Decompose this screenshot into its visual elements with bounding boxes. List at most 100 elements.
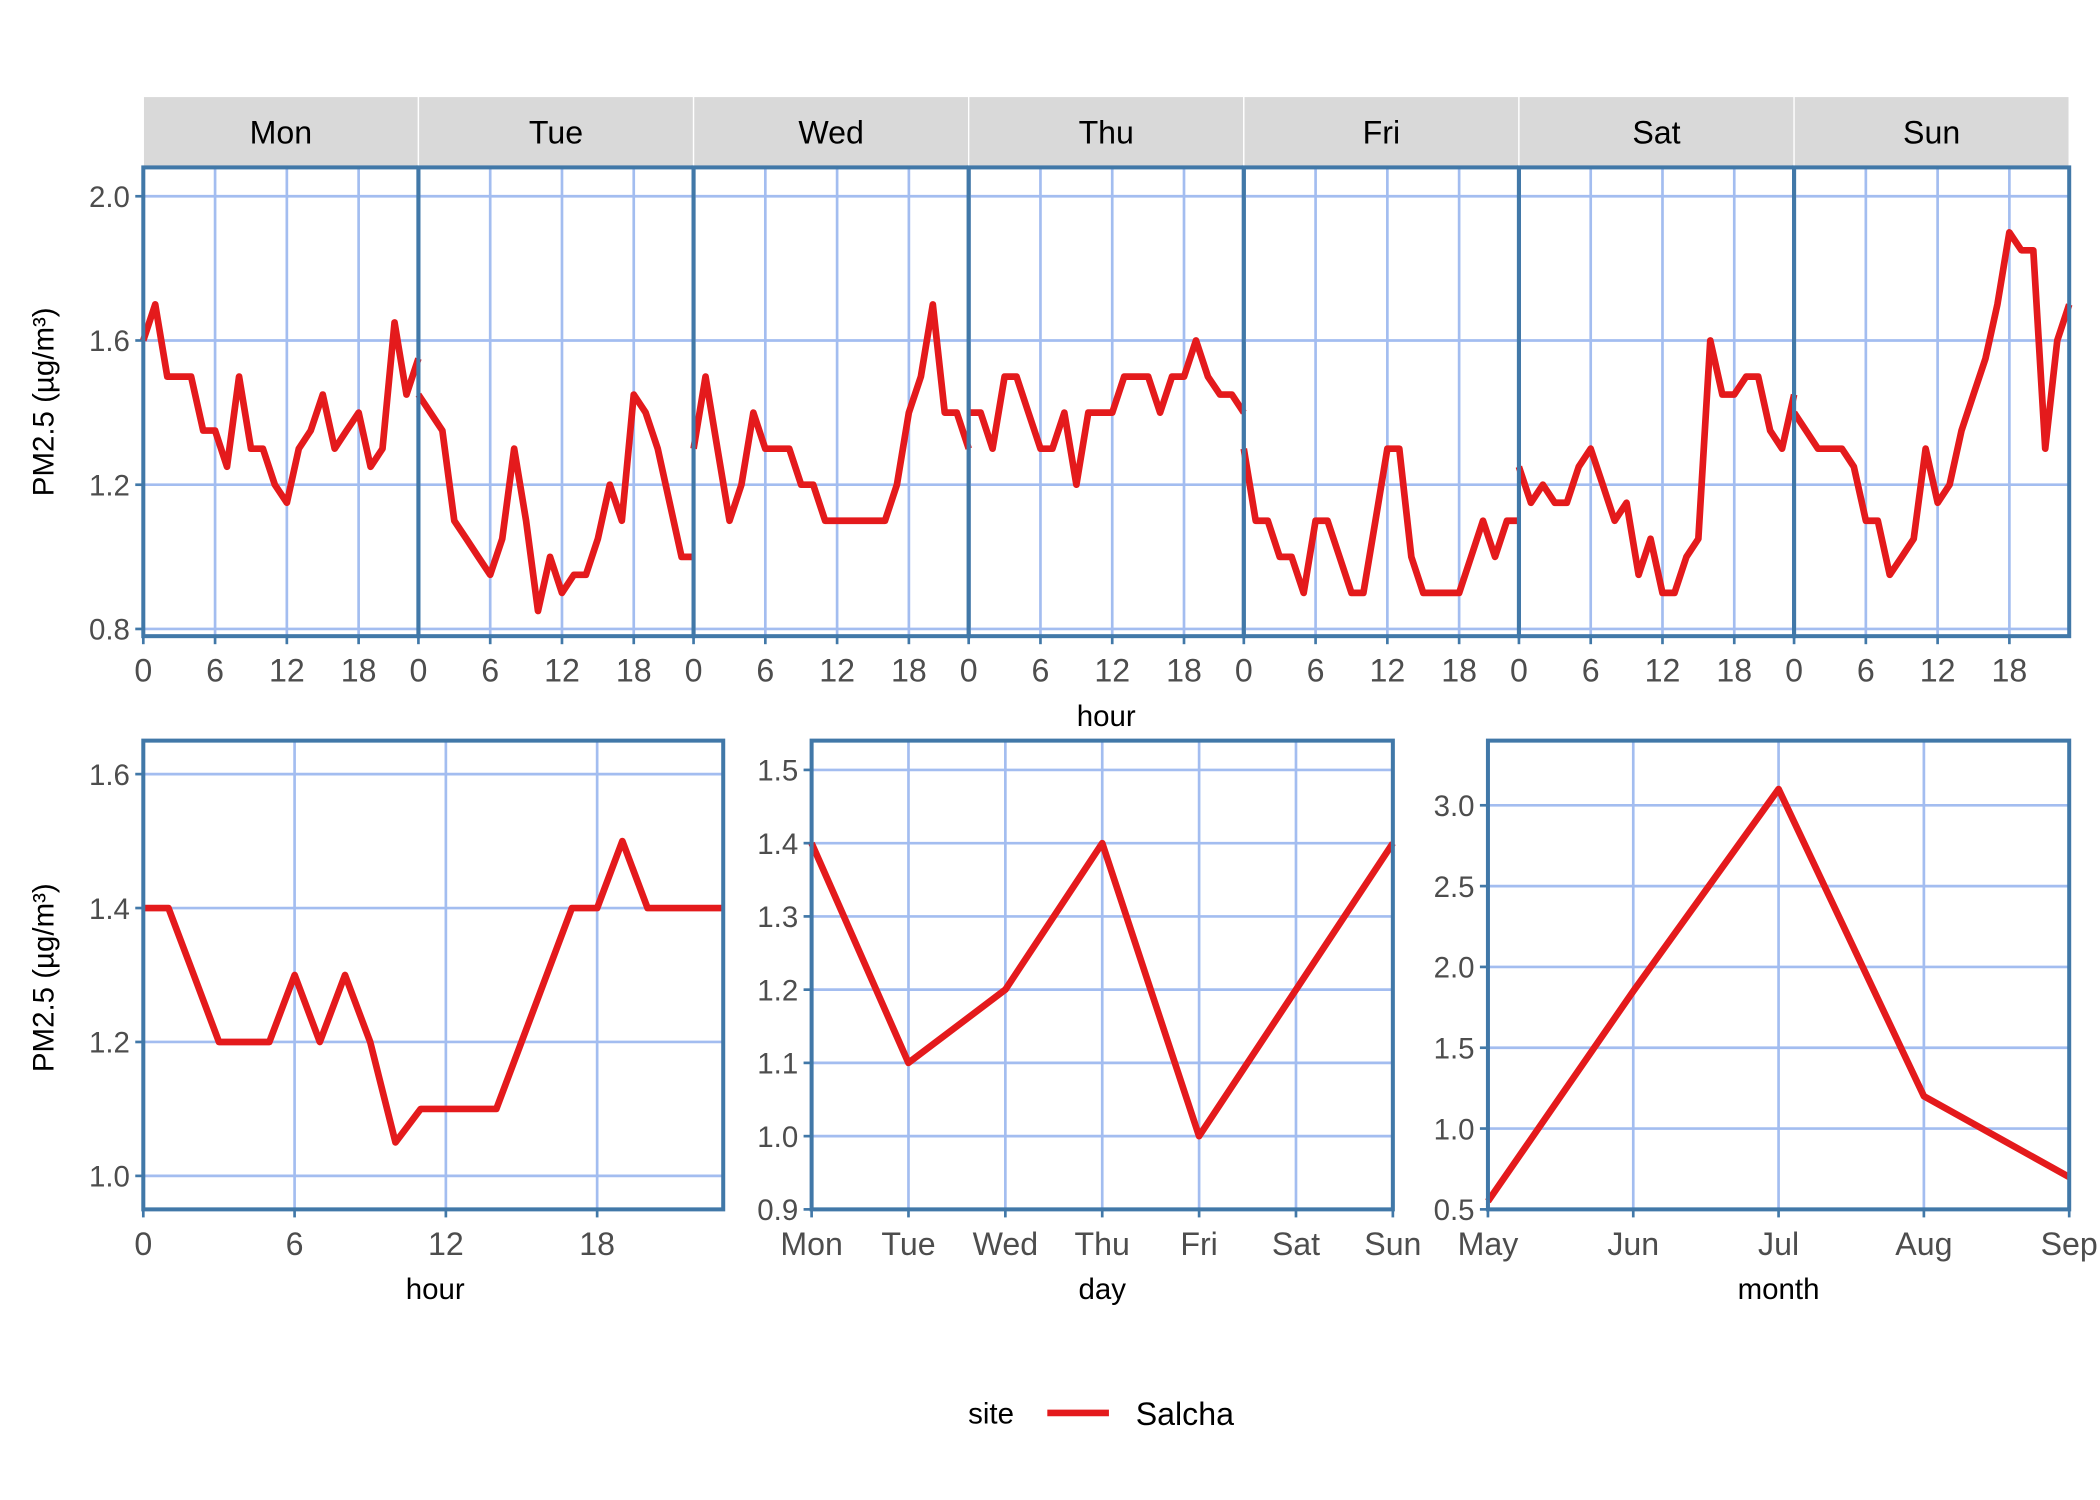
month-panel-x-tick-label: Jun: [1607, 1226, 1659, 1262]
month-panel-x-tick-label: Sep: [2041, 1226, 2098, 1262]
legend-label-salcha: Salcha: [1136, 1396, 1234, 1432]
weekday-tue-x-tick-label: 6: [481, 653, 499, 689]
month-panel-y-tick-label: 2.5: [1434, 871, 1475, 904]
weekday-sat-x-tick-label: 12: [1645, 653, 1681, 689]
weekday-mon-y-tick-label: 0.8: [89, 614, 130, 647]
month-panel-y-tick-label: 0.5: [1434, 1194, 1475, 1227]
weekday-mon-x-tick-label: 18: [341, 653, 377, 689]
weekday-sun-x-tick-label: 6: [1857, 653, 1875, 689]
weekday-thu-panel-border: [966, 165, 1246, 639]
month-panel-x-tick-label: Jul: [1758, 1226, 1799, 1262]
day-panel-x-tick-label: Fri: [1180, 1226, 1217, 1262]
day-panel-series-salcha: [808, 839, 1396, 1140]
day-panel-y-tick-label: 1.1: [757, 1048, 798, 1081]
weekday-wed-x-tick-label: 18: [891, 653, 927, 689]
hour-panel-y-tick-label: 1.6: [89, 759, 130, 792]
weekday-fri-x-tick-label: 12: [1369, 653, 1405, 689]
weekday-tue-x-tick-label: 18: [616, 653, 652, 689]
day-panel-y-tick-label: 0.9: [757, 1194, 798, 1227]
day-panel-y-tick-label: 1.2: [757, 974, 798, 1007]
weekday-fri-x-tick-label: 6: [1307, 653, 1325, 689]
weekday-sun-series-salcha: [1791, 229, 2073, 579]
weekday-tue-series-salcha: [415, 391, 694, 615]
day-panel-y-tick-label: 1.4: [757, 828, 798, 861]
weekday-mon-x-tick-label: 6: [206, 653, 224, 689]
weekday-sat-x-tick-label: 18: [1716, 653, 1752, 689]
weekday-wed-x-tick-label: 0: [685, 653, 703, 689]
weekday-sun-panel-border: [1792, 165, 2072, 639]
weekday-thu-series-salcha: [968, 337, 1247, 489]
hour-panel-y-tick-label: 1.4: [89, 893, 130, 926]
month-panel-panel-border: [1485, 738, 2072, 1212]
weekday-sat-x-tick-label: 6: [1582, 653, 1600, 689]
month-panel-y-tick-label: 3.0: [1434, 790, 1475, 823]
weekday-thu-x-tick-label: 6: [1032, 653, 1050, 689]
top-x-axis-title: hour: [1077, 700, 1136, 733]
day-panel-x-tick-label: Mon: [780, 1226, 843, 1262]
weekday-wed-panel-border: [691, 165, 971, 639]
hour-panel-y-tick-label: 1.0: [89, 1161, 130, 1194]
weekday-sun-x-tick-label: 12: [1920, 653, 1956, 689]
weekday-fri-panel-border: [1241, 165, 1521, 639]
facet-strip-sat: [1518, 95, 1795, 169]
day-x-axis-title: day: [1078, 1273, 1126, 1306]
facet-label-tue: Tue: [529, 114, 583, 150]
weekday-sat-x-tick-label: 0: [1510, 653, 1528, 689]
weekday-wed-x-tick-label: 12: [819, 653, 855, 689]
legend-title: site: [968, 1398, 1014, 1431]
month-panel-y-tick-label: 2.0: [1434, 952, 1475, 985]
weekday-wed-series-salcha: [690, 301, 972, 525]
facet-strip-mon: [142, 95, 420, 169]
legend: site Salcha: [968, 1396, 1234, 1432]
month-panel-y-tick-label: 1.0: [1434, 1113, 1475, 1146]
month-panel-y-tick-label: 1.5: [1434, 1032, 1475, 1065]
weekday-tue-x-tick-label: 12: [544, 653, 580, 689]
weekday-mon-series-salcha: [140, 301, 422, 507]
hour-panel-x-tick-label: 18: [579, 1226, 615, 1262]
hour-panel-series-salcha: [143, 837, 724, 1146]
facet-strip-fri: [1243, 95, 1520, 169]
month-panel-x-tick-label: May: [1458, 1226, 1519, 1262]
facet-strip-sun: [1793, 95, 2070, 169]
hour-panel-panel-border: [141, 738, 726, 1212]
facet-label-sat: Sat: [1632, 114, 1680, 150]
month-panel-series-salcha: [1485, 785, 2071, 1204]
hour-panel-x-tick-label: 12: [428, 1226, 464, 1262]
weekday-mon-y-tick-label: 1.2: [89, 469, 130, 502]
day-panel-x-tick-label: Sat: [1272, 1226, 1320, 1262]
weekday-thu-x-tick-label: 12: [1094, 653, 1130, 689]
weekday-mon-panel-border: [141, 165, 421, 639]
day-panel-x-tick-label: Tue: [881, 1226, 935, 1262]
month-panel-x-tick-label: Aug: [1895, 1226, 1952, 1262]
weekday-tue-x-tick-label: 0: [409, 653, 427, 689]
weekday-sun-x-tick-label: 18: [1992, 653, 2028, 689]
hour-panel-x-tick-label: 0: [134, 1226, 152, 1262]
hour-y-axis-title: PM2.5 (µg/m³): [28, 883, 61, 1072]
weekday-fri-x-tick-label: 0: [1235, 653, 1253, 689]
day-panel-x-tick-label: Wed: [973, 1226, 1038, 1262]
day-panel-y-tick-label: 1.0: [757, 1121, 798, 1154]
weekday-wed-x-tick-label: 6: [756, 653, 774, 689]
facet-label-mon: Mon: [250, 114, 313, 150]
weekday-sat-series-salcha: [1515, 337, 1798, 597]
weekday-fri-x-tick-label: 18: [1441, 653, 1477, 689]
weekday-fri-series-salcha: [1240, 445, 1519, 597]
day-panel-x-tick-label: Thu: [1075, 1226, 1130, 1262]
day-panel-y-tick-label: 1.3: [757, 901, 798, 934]
facet-label-wed: Wed: [798, 114, 863, 150]
top-y-axis-title: PM2.5 (µg/m³): [28, 307, 61, 496]
month-x-axis-title: month: [1738, 1273, 1820, 1306]
weekday-mon-x-tick-label: 12: [269, 653, 305, 689]
hour-panel-x-tick-label: 6: [286, 1226, 304, 1262]
day-panel-panel-border: [809, 738, 1395, 1212]
weekday-thu-x-tick-label: 0: [960, 653, 978, 689]
weekday-sun-x-tick-label: 0: [1785, 653, 1803, 689]
facet-label-thu: Thu: [1079, 114, 1134, 150]
facet-label-fri: Fri: [1363, 114, 1400, 150]
facet-label-sun: Sun: [1903, 114, 1960, 150]
weekday-mon-x-tick-label: 0: [134, 653, 152, 689]
weekday-thu-x-tick-label: 18: [1166, 653, 1202, 689]
day-panel-x-tick-label: Sun: [1364, 1226, 1421, 1262]
facet-strip-thu: [968, 95, 1245, 169]
